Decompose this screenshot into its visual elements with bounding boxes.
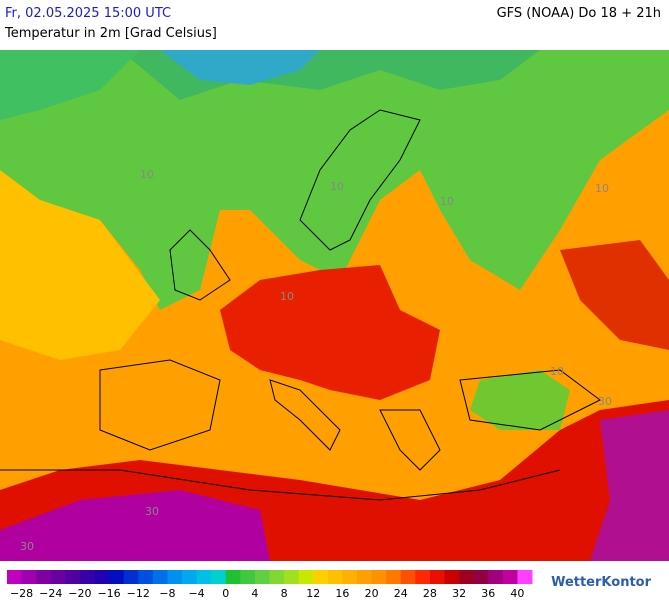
legend-swatch bbox=[79, 570, 95, 584]
legend-tick-label: −24 bbox=[39, 587, 62, 600]
legend-swatch bbox=[109, 570, 125, 584]
legend-swatch bbox=[415, 570, 431, 584]
contour-label: 30 bbox=[145, 505, 159, 518]
legend-swatch bbox=[488, 570, 504, 584]
legend-swatch bbox=[21, 570, 37, 584]
legend-swatch bbox=[240, 570, 256, 584]
logo: WetterKontor bbox=[551, 575, 651, 590]
contour-labels: 10 10 10 10 10 10 30 30 30 bbox=[20, 168, 612, 553]
legend-tick-label: −16 bbox=[97, 587, 120, 600]
legend-tick-label: 0 bbox=[222, 587, 229, 600]
north-africa bbox=[0, 469, 561, 501]
color-legend: −28 −24 −20 −16 −12 −8 −4 0 4 8 12 16 20 24 28 32 36 40 bbox=[7, 570, 533, 600]
sahara-hot bbox=[0, 490, 270, 561]
legend-swatch bbox=[502, 570, 518, 584]
caspian-warm bbox=[560, 240, 669, 350]
legend-swatch bbox=[50, 570, 66, 584]
atlantic-mild bbox=[0, 170, 160, 360]
legend-swatch bbox=[429, 570, 445, 584]
legend-swatch bbox=[123, 570, 139, 584]
legend-swatch bbox=[444, 570, 460, 584]
legend-swatch bbox=[342, 570, 358, 584]
anatolia-cool bbox=[470, 370, 570, 430]
legend-tick-label: 28 bbox=[423, 587, 437, 600]
legend-swatch bbox=[459, 570, 475, 584]
legend-swatch bbox=[473, 570, 489, 584]
contour-label: 10 bbox=[280, 290, 294, 303]
legend-tick-label: 12 bbox=[306, 587, 320, 600]
contour-label: 30 bbox=[20, 540, 34, 553]
iberia bbox=[99, 359, 221, 451]
legend-swatch bbox=[400, 570, 416, 584]
ocean-cool bbox=[0, 50, 140, 120]
legend-tick-label: 24 bbox=[394, 587, 408, 600]
legend-swatch bbox=[386, 570, 402, 584]
legend-swatch bbox=[517, 570, 533, 584]
italy bbox=[269, 379, 341, 451]
contour-label: 10 bbox=[595, 182, 609, 195]
legend-swatch bbox=[36, 570, 52, 584]
contour-label: 30 bbox=[598, 395, 612, 408]
legend-tick-label: −20 bbox=[68, 587, 91, 600]
model-run: GFS (NOAA) Do 18 + 21h bbox=[496, 6, 661, 21]
arabia-hot bbox=[590, 410, 669, 561]
legend-swatch bbox=[284, 570, 300, 584]
contour-label: 10 bbox=[140, 168, 154, 181]
legend-swatch bbox=[298, 570, 314, 584]
legend-swatch bbox=[7, 570, 23, 584]
central-warm bbox=[220, 265, 440, 400]
legend-swatch bbox=[371, 570, 387, 584]
legend-tick-label: 4 bbox=[251, 587, 258, 600]
contour-label: 10 bbox=[440, 195, 454, 208]
legend-tick-label: 16 bbox=[335, 587, 349, 600]
legend-swatch bbox=[65, 570, 81, 584]
legend-tick-label: 36 bbox=[481, 587, 495, 600]
legend-swatch bbox=[313, 570, 329, 584]
coastlines bbox=[0, 109, 601, 501]
scandinavia bbox=[299, 109, 421, 251]
legend-swatch bbox=[182, 570, 198, 584]
black-sea bbox=[459, 369, 601, 431]
legend-tick-label: 20 bbox=[365, 587, 379, 600]
legend-swatch bbox=[94, 570, 110, 584]
legend-swatch bbox=[225, 570, 241, 584]
legend-tick-label: 8 bbox=[281, 587, 288, 600]
legend-swatch bbox=[327, 570, 343, 584]
legend-tick-label: 32 bbox=[452, 587, 466, 600]
contour-label: 10 bbox=[550, 365, 564, 378]
valid-time: Fr, 02.05.2025 15:00 UTC bbox=[5, 6, 172, 21]
contour-label: 10 bbox=[330, 180, 344, 193]
legend-swatch bbox=[138, 570, 154, 584]
parameter: Temperatur in 2m [Grad Celsius] bbox=[5, 26, 217, 41]
legend-tick-label: 40 bbox=[510, 587, 524, 600]
legend-tick-label: −4 bbox=[188, 587, 204, 600]
temperature-map: 10 10 10 10 10 10 30 30 30 bbox=[0, 50, 669, 561]
legend-swatch bbox=[152, 570, 168, 584]
legend-tick-label: −28 bbox=[10, 587, 33, 600]
legend-swatch bbox=[167, 570, 183, 584]
legend-tick-label: −8 bbox=[159, 587, 175, 600]
legend-swatch bbox=[269, 570, 285, 584]
greece bbox=[379, 409, 441, 471]
britain bbox=[169, 229, 231, 301]
legend-tick-label: −12 bbox=[127, 587, 150, 600]
legend-swatch bbox=[196, 570, 212, 584]
legend-swatch bbox=[357, 570, 373, 584]
legend-swatch bbox=[254, 570, 270, 584]
cool-zone bbox=[0, 50, 669, 310]
arctic-zone bbox=[160, 50, 320, 85]
legend-swatch bbox=[211, 570, 227, 584]
